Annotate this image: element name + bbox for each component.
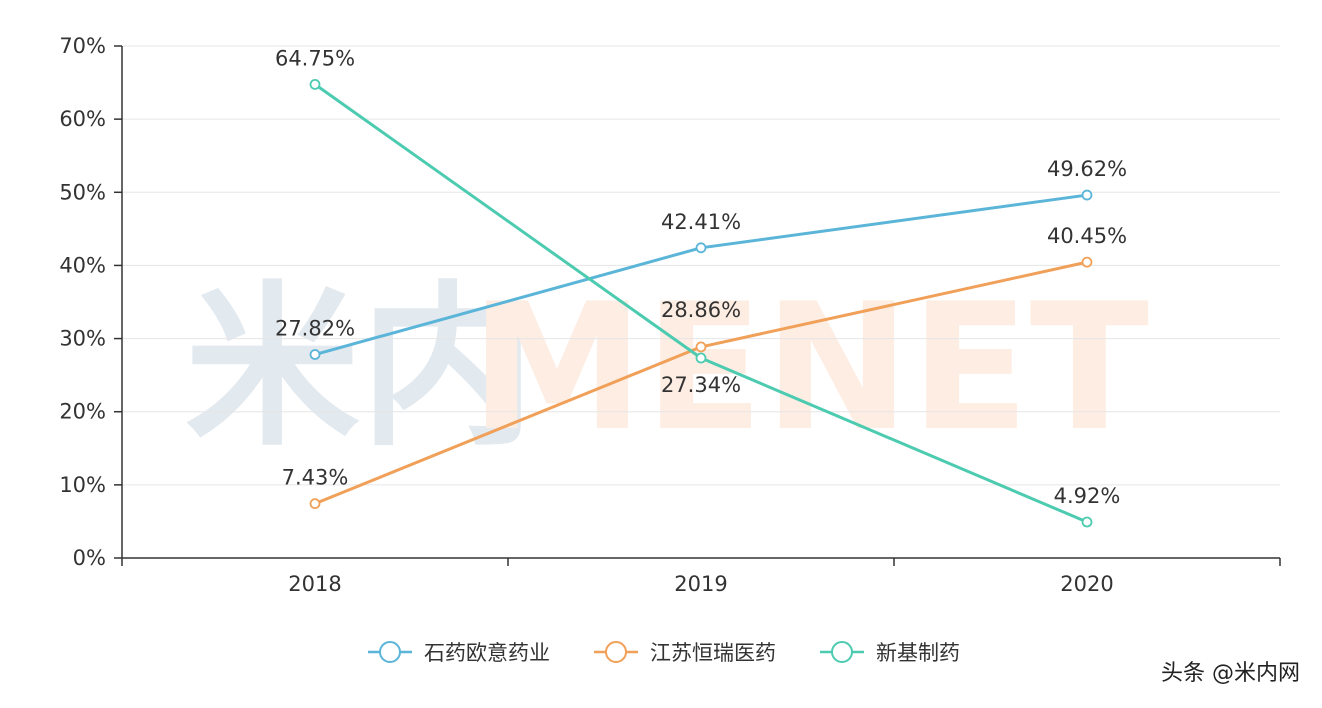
data-label-1-1: 28.86%: [661, 298, 741, 322]
data-label-0-2: 49.62%: [1047, 157, 1127, 181]
data-label-2-2: 4.92%: [1054, 484, 1121, 508]
data-label-0-0: 27.82%: [275, 317, 355, 341]
y-tick-label-10: 10%: [59, 473, 106, 497]
y-tick-label-40: 40%: [59, 253, 106, 277]
legend-label-2: 新基制药: [876, 641, 960, 665]
series-lines: [309, 79, 1093, 528]
legend-item-2[interactable]: 新基制药: [820, 641, 960, 665]
watermark-logo-cn: 米内: [185, 267, 535, 470]
axes: 0% 10% 20% 30% 40% 50% 60% 70% 2018 2019 2020: [59, 34, 1281, 596]
data-labels: 27.82% 42.41% 49.62% 7.43% 28.86% 40.45% 64.75…: [275, 46, 1127, 508]
data-point-1-0: [309, 498, 321, 510]
legend-item-0[interactable]: 石药欧意药业: [368, 641, 550, 665]
data-label-1-0: 7.43%: [282, 466, 349, 490]
y-tick-label-70: 70%: [59, 34, 106, 58]
data-point-0-2: [1081, 189, 1093, 201]
y-tick-label-0: 0%: [73, 546, 106, 570]
y-tick-label-30: 30%: [59, 327, 106, 351]
legend-item-1[interactable]: 江苏恒瑞医药: [594, 641, 776, 665]
y-tick-label-20: 20%: [59, 400, 106, 424]
x-tick-label-2020: 2020: [1060, 572, 1113, 596]
data-point-0-1: [695, 242, 707, 254]
legend-label-1: 江苏恒瑞医药: [650, 641, 776, 665]
data-point-2-2: [1081, 516, 1093, 528]
data-label-2-1: 27.34%: [661, 373, 741, 397]
data-label-0-1: 42.41%: [661, 210, 741, 234]
x-tick-label-2019: 2019: [674, 572, 727, 596]
data-point-1-2: [1081, 256, 1093, 268]
menet-watermark-logo: 米内 MENET: [185, 267, 1149, 470]
data-label-1-2: 40.45%: [1047, 224, 1127, 248]
data-point-0-0: [309, 349, 321, 360]
legend-marker-1: [605, 641, 627, 663]
x-tick-label-2018: 2018: [288, 572, 341, 596]
y-tick-label-60: 60%: [59, 107, 106, 131]
data-point-2-1: [695, 352, 707, 364]
watermark-logo-en: MENET: [470, 267, 1149, 470]
legend[interactable]: 石药欧意药业 江苏恒瑞医药 新基制药: [368, 641, 960, 665]
data-label-2-0: 64.75%: [275, 46, 355, 70]
legend-label-0: 石药欧意药业: [424, 641, 550, 665]
legend-marker-0: [379, 641, 401, 663]
y-tick-label-50: 50%: [59, 180, 106, 204]
watermark-credit: 头条 @米内网: [1161, 661, 1300, 686]
data-point-2-0: [309, 79, 321, 90]
legend-marker-2: [831, 641, 853, 663]
data-point-1-1: [695, 341, 707, 353]
